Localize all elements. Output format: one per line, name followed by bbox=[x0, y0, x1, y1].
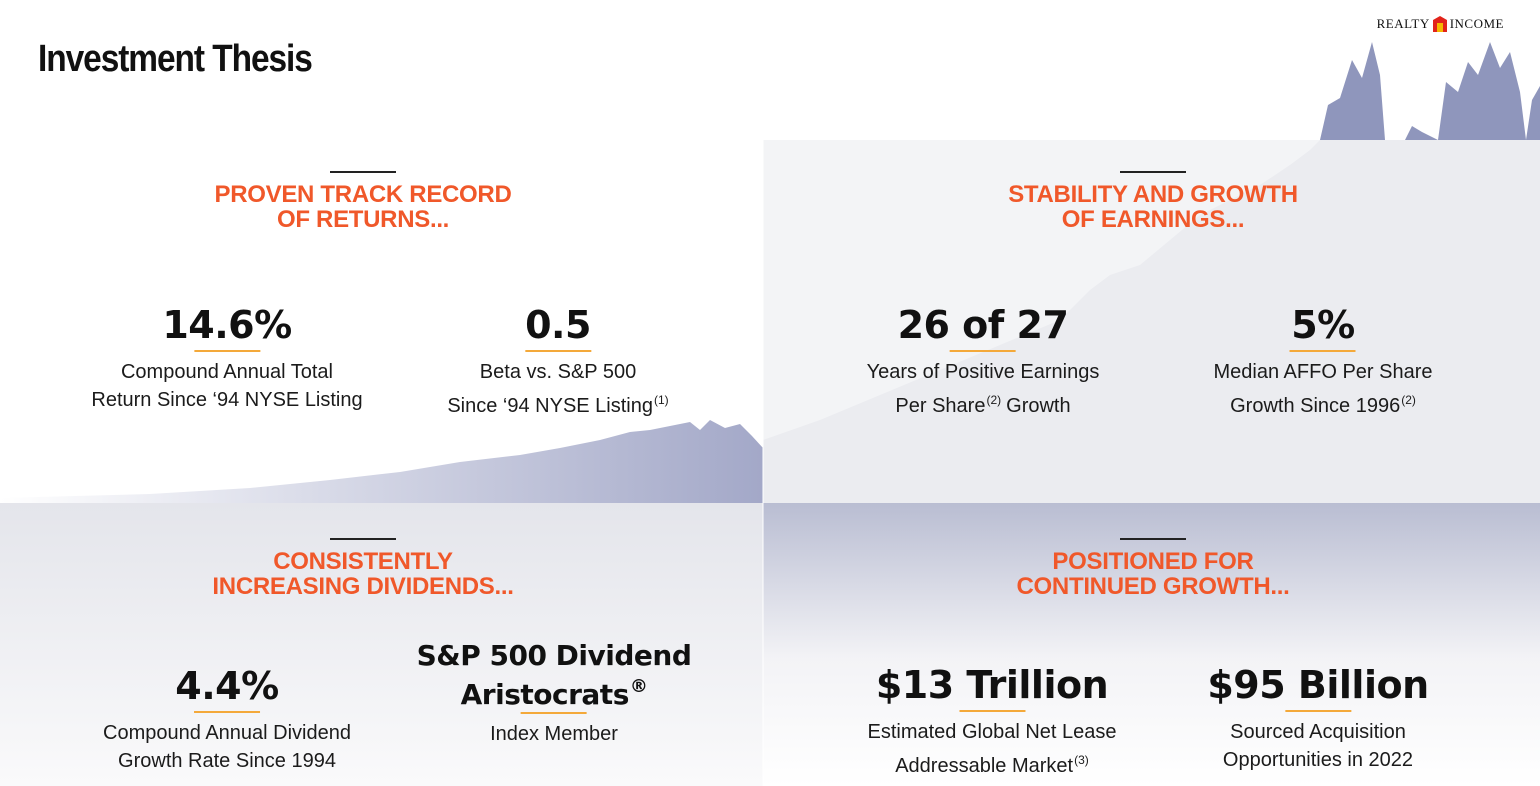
stat-description: Return Since ‘94 NYSE Listing bbox=[91, 386, 362, 414]
divider bbox=[330, 171, 396, 173]
stat-value: 4.4% bbox=[103, 663, 351, 709]
underline bbox=[1289, 350, 1356, 352]
stat-description-text: Since ‘94 NYSE Listing bbox=[447, 395, 653, 417]
heading-line: OF RETURNS... bbox=[276, 206, 450, 233]
stat-description-text: Per Share bbox=[895, 395, 986, 417]
stat-description: Since ‘94 NYSE Listing(1) bbox=[447, 386, 668, 420]
heading-line: CONTINUED GROWTH... bbox=[1016, 573, 1290, 600]
stat-value: 14.6% bbox=[91, 302, 362, 348]
underline bbox=[521, 712, 587, 714]
page-title: Investment Thesis bbox=[38, 38, 313, 80]
logo-right: INCOME bbox=[1449, 16, 1504, 31]
footnote: (2) bbox=[1401, 393, 1416, 407]
stat-description-text: Compound Annual Dividend bbox=[103, 722, 351, 744]
section-heading: STABILITY AND GROWTH OF EARNINGS... bbox=[1008, 182, 1298, 232]
stat-description-text: Years of Positive Earnings bbox=[866, 361, 1100, 383]
section-heading: POSITIONED FOR CONTINUED GROWTH... bbox=[1017, 549, 1290, 599]
underline bbox=[959, 710, 1025, 712]
stat-value: 0.5 bbox=[447, 302, 668, 348]
stat-description-text: Addressable Market bbox=[895, 755, 1074, 777]
stat-description-text: Opportunities in 2022 bbox=[1222, 749, 1414, 771]
footnote: (1) bbox=[654, 393, 669, 407]
stat-value-text: 14.6% bbox=[162, 303, 292, 347]
divider bbox=[330, 538, 396, 540]
stat-description-text: Median AFFO Per Share bbox=[1213, 361, 1433, 383]
stat: 0.5 Beta vs. S&P 500 Since ‘94 NYSE Listin… bbox=[447, 302, 668, 420]
heading-line: POSITIONED FOR bbox=[1052, 548, 1254, 575]
stat: 14.6% Compound Annual Total Return Since ‘… bbox=[91, 302, 362, 414]
stat: S&P 500 Dividend Aristocrats® Index Member bbox=[417, 640, 692, 748]
stat-description: Compound Annual Total bbox=[91, 358, 362, 386]
stat-value: 5% bbox=[1214, 302, 1433, 348]
heading-line: PROVEN TRACK RECORD bbox=[214, 181, 512, 208]
stat-description: Compound Annual Dividend bbox=[103, 719, 351, 747]
footnote: (2) bbox=[986, 393, 1002, 407]
stat-value-text: 5% bbox=[1291, 303, 1355, 347]
stat-description: Beta vs. S&P 500 bbox=[447, 358, 668, 386]
stat-value-text: $13 Trillion bbox=[875, 663, 1109, 707]
stat-value-text: 4.4% bbox=[175, 664, 279, 708]
stat: 5% Median AFFO Per Share Growth Since 1996… bbox=[1214, 302, 1433, 420]
stat-description: Median AFFO Per Share bbox=[1214, 358, 1433, 386]
stat-description: Addressable Market(3) bbox=[867, 746, 1116, 780]
stat-description-text: Growth Since 1996 bbox=[1230, 395, 1401, 417]
section-heading: CONSISTENTLY INCREASING DIVIDENDS... bbox=[212, 549, 513, 599]
stat-description: Per Share(2) Growth bbox=[867, 386, 1100, 420]
stat-value-text: S&P 500 Dividend bbox=[416, 639, 692, 672]
stat-description-text: Sourced Acquisition bbox=[1230, 721, 1406, 743]
stat-description-text: Index Member bbox=[490, 723, 618, 745]
stat-description: Estimated Global Net Lease bbox=[867, 718, 1116, 746]
section-heading: PROVEN TRACK RECORD OF RETURNS... bbox=[215, 182, 512, 232]
underline bbox=[949, 350, 1016, 352]
heading-line: STABILITY AND GROWTH bbox=[1008, 181, 1298, 208]
stat: 26 of 27 Years of Positive Earnings Per Sh… bbox=[867, 302, 1100, 420]
heading-line: CONSISTENTLY bbox=[273, 548, 453, 575]
stat-description-text: Estimated Global Net Lease bbox=[867, 721, 1117, 743]
logo-icon bbox=[1432, 16, 1447, 32]
stat-description-text: Beta vs. S&P 500 bbox=[479, 361, 637, 383]
stat-description-text: Compound Annual Total bbox=[120, 361, 333, 383]
stat-value-text: $95 Billion bbox=[1207, 663, 1429, 707]
divider bbox=[1120, 171, 1186, 173]
heading-line: OF EARNINGS... bbox=[1061, 206, 1245, 233]
underline bbox=[193, 711, 260, 713]
logo: REALTY INCOME bbox=[1377, 16, 1504, 32]
divider bbox=[1120, 538, 1186, 540]
underline bbox=[1285, 710, 1351, 712]
stat-value: 26 of 27 bbox=[867, 302, 1100, 348]
stat-description-text: Growth bbox=[1006, 395, 1071, 417]
stat-description-text: Growth Rate Since 1994 bbox=[118, 750, 336, 772]
stat-value: $95 Billion bbox=[1207, 662, 1429, 708]
underline bbox=[525, 350, 591, 352]
logo-left: REALTY bbox=[1376, 16, 1430, 31]
stat-value-text: 0.5 bbox=[525, 303, 591, 347]
stat-value: S&P 500 Dividend bbox=[417, 640, 692, 671]
stat-description: Growth Since 1996(2) bbox=[1214, 386, 1433, 420]
underline bbox=[194, 350, 260, 352]
stat: $13 Trillion Estimated Global Net Lease Ad… bbox=[867, 662, 1116, 780]
stat-value-text: 26 of 27 bbox=[897, 303, 1069, 347]
stat-value: $13 Trillion bbox=[867, 662, 1116, 708]
stat-value-text: Aristocrats bbox=[460, 678, 630, 711]
stat: $95 Billion Sourced Acquisition Opportunit… bbox=[1207, 662, 1429, 774]
stat-description: Years of Positive Earnings bbox=[867, 358, 1100, 386]
stat-description: Growth Rate Since 1994 bbox=[103, 747, 351, 775]
footnote: ® bbox=[629, 676, 648, 697]
stat-description: Index Member bbox=[417, 720, 692, 748]
stat: 4.4% Compound Annual Dividend Growth Rate … bbox=[103, 663, 351, 775]
stat-description: Sourced Acquisition bbox=[1207, 718, 1428, 746]
stat-value: Aristocrats® bbox=[417, 671, 692, 710]
footnote: (3) bbox=[1074, 753, 1089, 767]
stat-description-text: Return Since ‘94 NYSE Listing bbox=[91, 389, 363, 411]
heading-line: INCREASING DIVIDENDS... bbox=[212, 573, 514, 600]
stat-description: Opportunities in 2022 bbox=[1207, 746, 1428, 774]
